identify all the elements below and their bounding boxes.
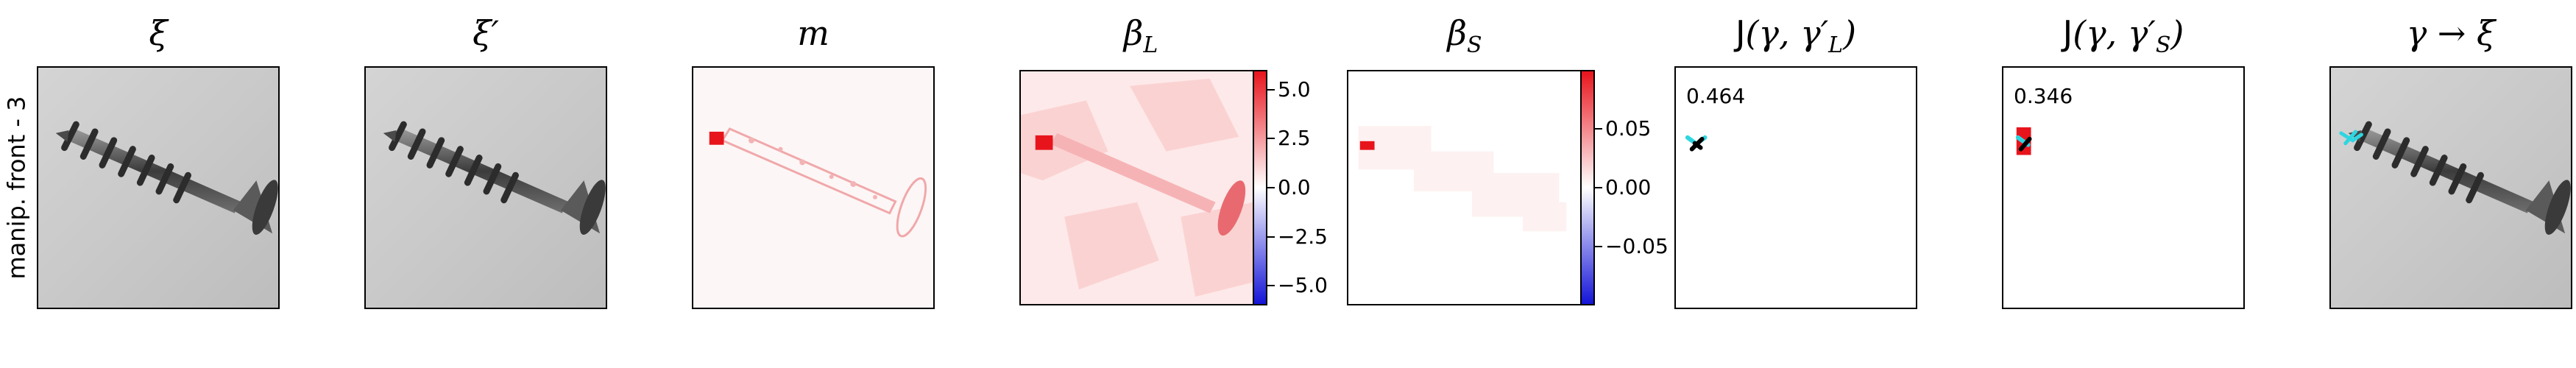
panel-xi-title: ξ [149, 13, 168, 53]
panel-gamma-xi-title: γ → ξ [2406, 13, 2496, 53]
hotspot-mark [709, 131, 724, 145]
image-xi-prime [364, 66, 607, 309]
panel-beta-s-title: βS [1447, 13, 1482, 59]
colorbar-tick [1267, 138, 1275, 140]
hotspot-mark [1035, 135, 1053, 150]
jaccard-score-s: 0.346 [2014, 84, 2073, 108]
colorbar-tick-label: 5.0 [1278, 77, 1311, 102]
panel-j-l-title: J(γ, γ′L) [1735, 13, 1857, 59]
colorbar-tick-label: −5.0 [1278, 273, 1328, 298]
row-label: manip. front - 3 [0, 66, 32, 309]
colorbar-tick-label: 0.00 [1605, 175, 1652, 199]
colorbar-tick-label: 0.05 [1605, 116, 1652, 141]
colorbar-beta-l [1253, 70, 1267, 305]
panel-xi-prime-title: ξ′ [473, 13, 499, 53]
image-xi [37, 66, 280, 309]
row-label-text: manip. front - 3 [2, 96, 31, 280]
colorbar-tick [1267, 187, 1275, 188]
colorbar-tick [1595, 246, 1602, 247]
panel-j-s-title: J(γ, γ′S) [2062, 13, 2184, 59]
panel-m-title: m [797, 13, 829, 53]
image-j-s [2002, 66, 2245, 309]
colorbar-tick [1595, 128, 1602, 130]
image-beta-l [1019, 70, 1255, 305]
panel-beta-l-title: βL [1123, 13, 1158, 59]
colorbar-tick [1267, 285, 1275, 287]
colorbar-tick [1267, 88, 1275, 91]
colorbar-beta-s [1580, 70, 1595, 305]
jaccard-score-l: 0.464 [1686, 84, 1746, 108]
image-j-l [1674, 66, 1917, 309]
image-gamma-xi [2329, 66, 2572, 309]
colorbar-tick-label: −0.05 [1605, 234, 1669, 258]
anomaly-outline [2339, 130, 2363, 146]
image-beta-s [1347, 70, 1582, 305]
hotspot-mark [1359, 141, 1375, 150]
colorbar-tick-label: 2.5 [1278, 126, 1311, 151]
colorbar-tick [1595, 187, 1602, 188]
colorbar-tick-label: −2.5 [1278, 224, 1328, 249]
colorbar-tick [1267, 236, 1275, 238]
image-m [692, 66, 935, 309]
colorbar-tick-label: 0.0 [1278, 175, 1311, 199]
